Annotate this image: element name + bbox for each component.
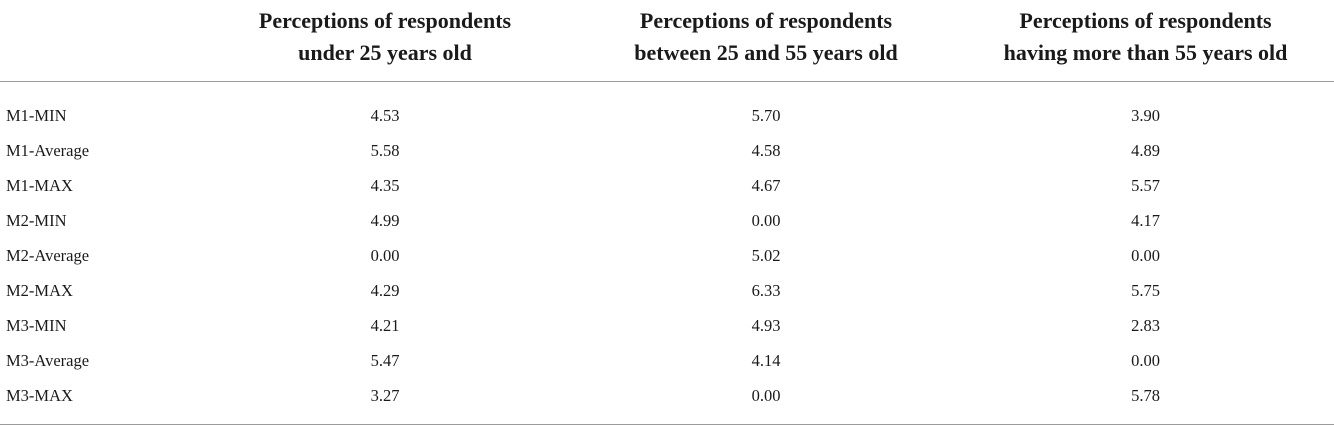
table-cell: 4.29 — [370, 280, 400, 300]
table-cell: 5.47 — [370, 350, 400, 370]
table-row: M2-MIN 4.99 0.00 4.17 — [0, 203, 1334, 238]
table-row: M2-MAX 4.29 6.33 5.75 — [0, 273, 1334, 308]
table-cell: 0.00 — [1131, 350, 1160, 370]
table-cell: 0.00 — [1131, 245, 1160, 265]
header-cell-row-label — [0, 0, 195, 82]
header-line: having more than 55 years old — [1003, 40, 1288, 65]
row-label: M3-MAX — [6, 385, 73, 405]
table-cell: 5.02 — [751, 245, 781, 265]
row-label: M2-MAX — [6, 280, 73, 300]
table-cell: 4.17 — [1131, 210, 1160, 230]
table-cell: 0.00 — [370, 245, 400, 265]
table-cell: 3.27 — [370, 385, 400, 405]
header-line: Perceptions of respondents — [639, 8, 893, 33]
header-line: under 25 years old — [298, 40, 472, 65]
table-cell: 5.78 — [1131, 385, 1160, 405]
row-label: M1-Average — [6, 140, 90, 160]
table-row: M1-Average 5.58 4.58 4.89 — [0, 133, 1334, 168]
header-line: Perceptions of respondents — [258, 8, 512, 33]
table-cell: 0.00 — [751, 210, 781, 230]
table-cell: 5.57 — [1131, 175, 1160, 195]
table-cell: 4.89 — [1131, 140, 1160, 160]
table-row: M3-Average 5.47 4.14 0.00 — [0, 343, 1334, 378]
table-cell: 4.53 — [370, 105, 400, 125]
table-row: M3-MAX 3.27 0.00 5.78 — [0, 378, 1334, 413]
table-cell: 5.58 — [370, 140, 400, 160]
table-row: M1-MIN 4.53 5.70 3.90 — [0, 82, 1334, 134]
row-label: M2-Average — [6, 245, 90, 265]
table-row: M3-MIN 4.21 4.93 2.83 — [0, 308, 1334, 343]
table-cell: 4.21 — [370, 315, 400, 335]
table-cell: 0.00 — [751, 385, 781, 405]
perceptions-table: Perceptions of respondents under 25 year… — [0, 0, 1334, 413]
table-cell: 4.14 — [751, 350, 781, 370]
table-cell: 4.35 — [370, 175, 400, 195]
header-cell-over-55: Perceptions of respondents having more t… — [957, 0, 1334, 82]
table-cell: 4.93 — [751, 315, 781, 335]
table-cell: 4.99 — [370, 210, 400, 230]
table-cell: 5.75 — [1131, 280, 1160, 300]
table-bottom-rule — [0, 424, 1334, 425]
row-label: M3-Average — [6, 350, 90, 370]
row-label: M2-MIN — [6, 210, 67, 230]
header-cell-25-to-55: Perceptions of respondents between 25 an… — [575, 0, 957, 82]
header-row: Perceptions of respondents under 25 year… — [0, 0, 1334, 82]
table-row: M1-MAX 4.35 4.67 5.57 — [0, 168, 1334, 203]
table-cell: 3.90 — [1131, 105, 1160, 125]
header-line: Perceptions of respondents — [1019, 8, 1272, 33]
table-cell: 6.33 — [751, 280, 781, 300]
table-row: M2-Average 0.00 5.02 0.00 — [0, 238, 1334, 273]
row-label: M3-MIN — [6, 315, 67, 335]
table-cell: 4.67 — [751, 175, 781, 195]
table-cell: 2.83 — [1131, 315, 1160, 335]
table-cell: 5.70 — [751, 105, 781, 125]
row-label: M1-MIN — [6, 105, 67, 125]
header-cell-under-25: Perceptions of respondents under 25 year… — [195, 0, 575, 82]
table-cell: 4.58 — [751, 140, 781, 160]
header-line: between 25 and 55 years old — [634, 40, 898, 65]
row-label: M1-MAX — [6, 175, 73, 195]
